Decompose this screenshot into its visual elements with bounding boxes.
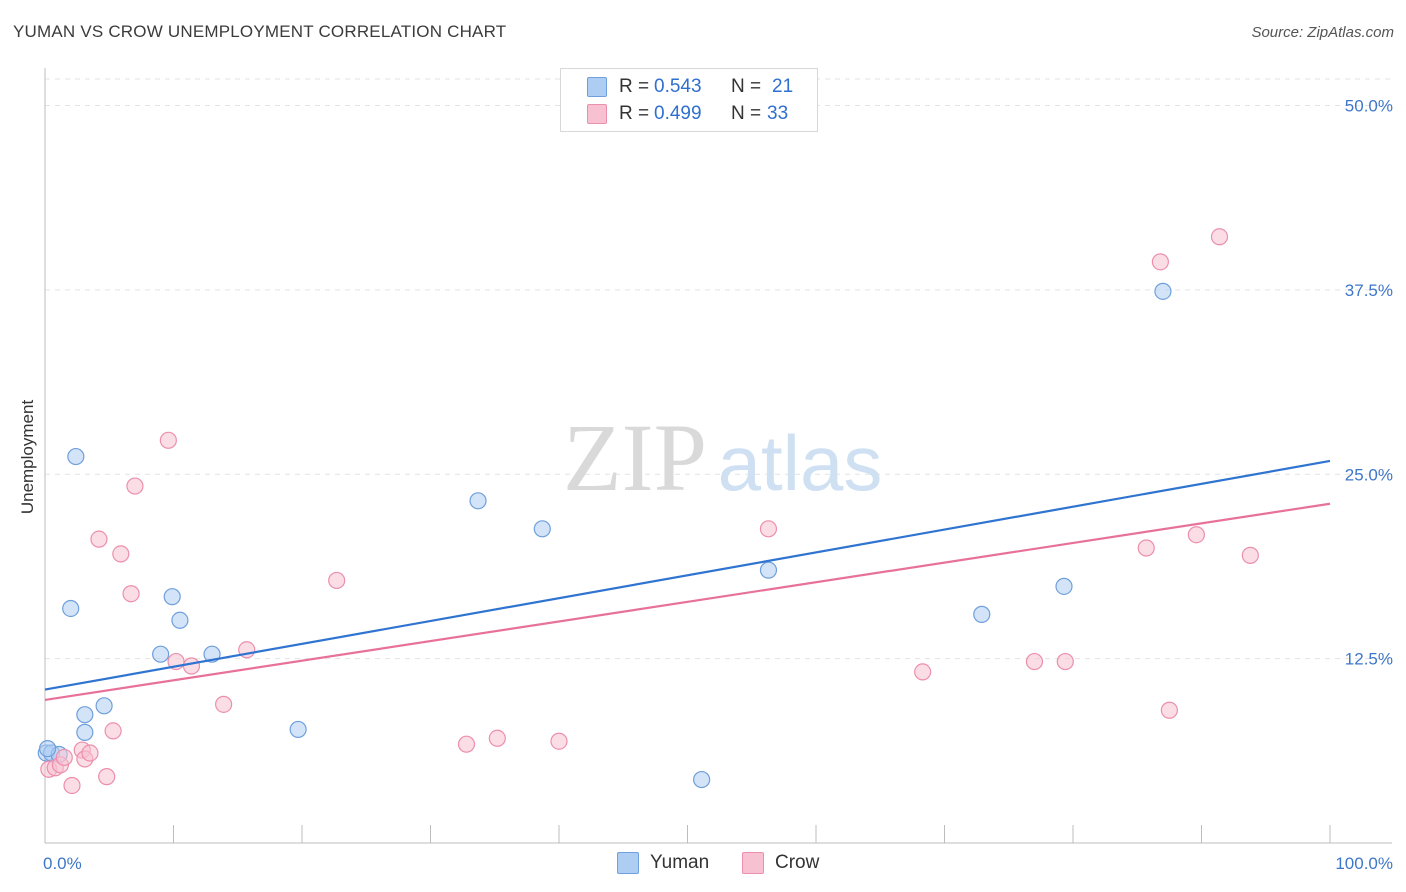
watermark: ZIP atlas xyxy=(563,404,882,511)
yuman-n-label: N = xyxy=(731,75,762,97)
yuman-point xyxy=(1055,577,1073,595)
yuman-point xyxy=(1154,282,1172,300)
yuman-point xyxy=(152,645,170,663)
series-legend: Yuman Crow xyxy=(0,852,1406,878)
crow-point xyxy=(81,744,99,762)
crow-point xyxy=(488,729,506,747)
crow-point xyxy=(1210,228,1229,246)
crow-r-value: 0.499 xyxy=(654,102,702,124)
crow-trend-line xyxy=(44,502,1331,702)
crow-n-value: 33 xyxy=(767,102,789,124)
crow-point xyxy=(90,530,108,548)
yuman-point xyxy=(973,605,991,623)
crow-point xyxy=(1137,539,1155,557)
yuman-trend-line xyxy=(44,459,1331,691)
x-tick-label-max: 100.0% xyxy=(1335,854,1393,873)
trend-lines xyxy=(44,459,1331,702)
legend-item-crow[interactable]: Crow xyxy=(742,852,819,874)
watermark-zip: ZIP xyxy=(563,404,707,511)
crow-point xyxy=(182,657,201,675)
yuman-legend-swatch xyxy=(617,852,639,874)
crow-point xyxy=(457,735,476,753)
crow-n-label: N = xyxy=(731,102,762,124)
y-tick-label: 25.0% xyxy=(1345,465,1393,484)
yuman-point xyxy=(289,720,307,739)
crow-point xyxy=(55,748,73,767)
crow-point xyxy=(328,571,346,590)
crow-point xyxy=(104,722,122,740)
crow-point xyxy=(914,663,932,681)
grid-lines xyxy=(45,78,1392,660)
crow-point xyxy=(112,545,130,563)
watermark-atlas: atlas xyxy=(718,419,883,507)
yuman-point xyxy=(95,697,113,715)
crow-point xyxy=(98,768,116,786)
yuman-swatch xyxy=(587,77,607,97)
crow-point xyxy=(215,695,233,713)
yuman-point xyxy=(759,561,778,579)
yuman-point xyxy=(76,706,94,724)
crow-point xyxy=(759,520,778,538)
yuman-point xyxy=(38,739,57,758)
data-points xyxy=(37,228,1259,795)
y-tick-label: 37.5% xyxy=(1345,281,1393,300)
crow-r-label: R = xyxy=(619,102,650,124)
legend-item-yuman[interactable]: Yuman xyxy=(617,852,709,874)
yuman-point xyxy=(67,447,85,466)
yuman-point xyxy=(76,723,94,741)
crow-legend-swatch xyxy=(742,852,764,874)
tick-labels: 12.5% 25.0% 37.5% 50.0% 0.0% 100.0% xyxy=(43,97,1393,874)
crow-point xyxy=(1025,652,1044,671)
crow-point xyxy=(550,732,568,750)
x-tick-label-min: 0.0% xyxy=(43,854,82,873)
y-axis-label: Unemployment xyxy=(18,399,37,515)
yuman-point xyxy=(171,611,189,629)
yuman-legend-label: Yuman xyxy=(650,852,710,873)
crow-swatch xyxy=(587,104,607,124)
crow-point xyxy=(1241,546,1259,564)
axes xyxy=(44,68,1392,844)
yuman-n-value: 21 xyxy=(772,75,794,97)
crow-point xyxy=(1056,652,1074,671)
yuman-point xyxy=(693,770,711,789)
yuman-r-value: 0.543 xyxy=(654,75,702,97)
yuman-point xyxy=(62,599,80,618)
y-tick-label: 12.5% xyxy=(1345,650,1393,669)
crow-point xyxy=(63,776,81,795)
crow-point xyxy=(1160,701,1178,719)
chart-title: YUMAN VS CROW UNEMPLOYMENT CORRELATION C… xyxy=(13,22,507,41)
yuman-point xyxy=(469,492,487,510)
crow-point xyxy=(122,585,140,603)
crow-point xyxy=(1187,526,1205,544)
crow-point xyxy=(159,431,177,449)
y-tick-label: 50.0% xyxy=(1345,97,1393,116)
crow-point xyxy=(1151,253,1169,271)
yuman-point xyxy=(533,520,551,538)
crow-point xyxy=(126,477,144,495)
yuman-r-label: R = xyxy=(619,75,650,97)
crow-legend-label: Crow xyxy=(775,852,820,873)
correlation-legend: R = 0.543 N = 21 R = 0.499 N = 33 xyxy=(560,68,818,132)
source-credit: Source: ZipAtlas.com xyxy=(1251,24,1394,41)
yuman-point xyxy=(163,588,181,606)
